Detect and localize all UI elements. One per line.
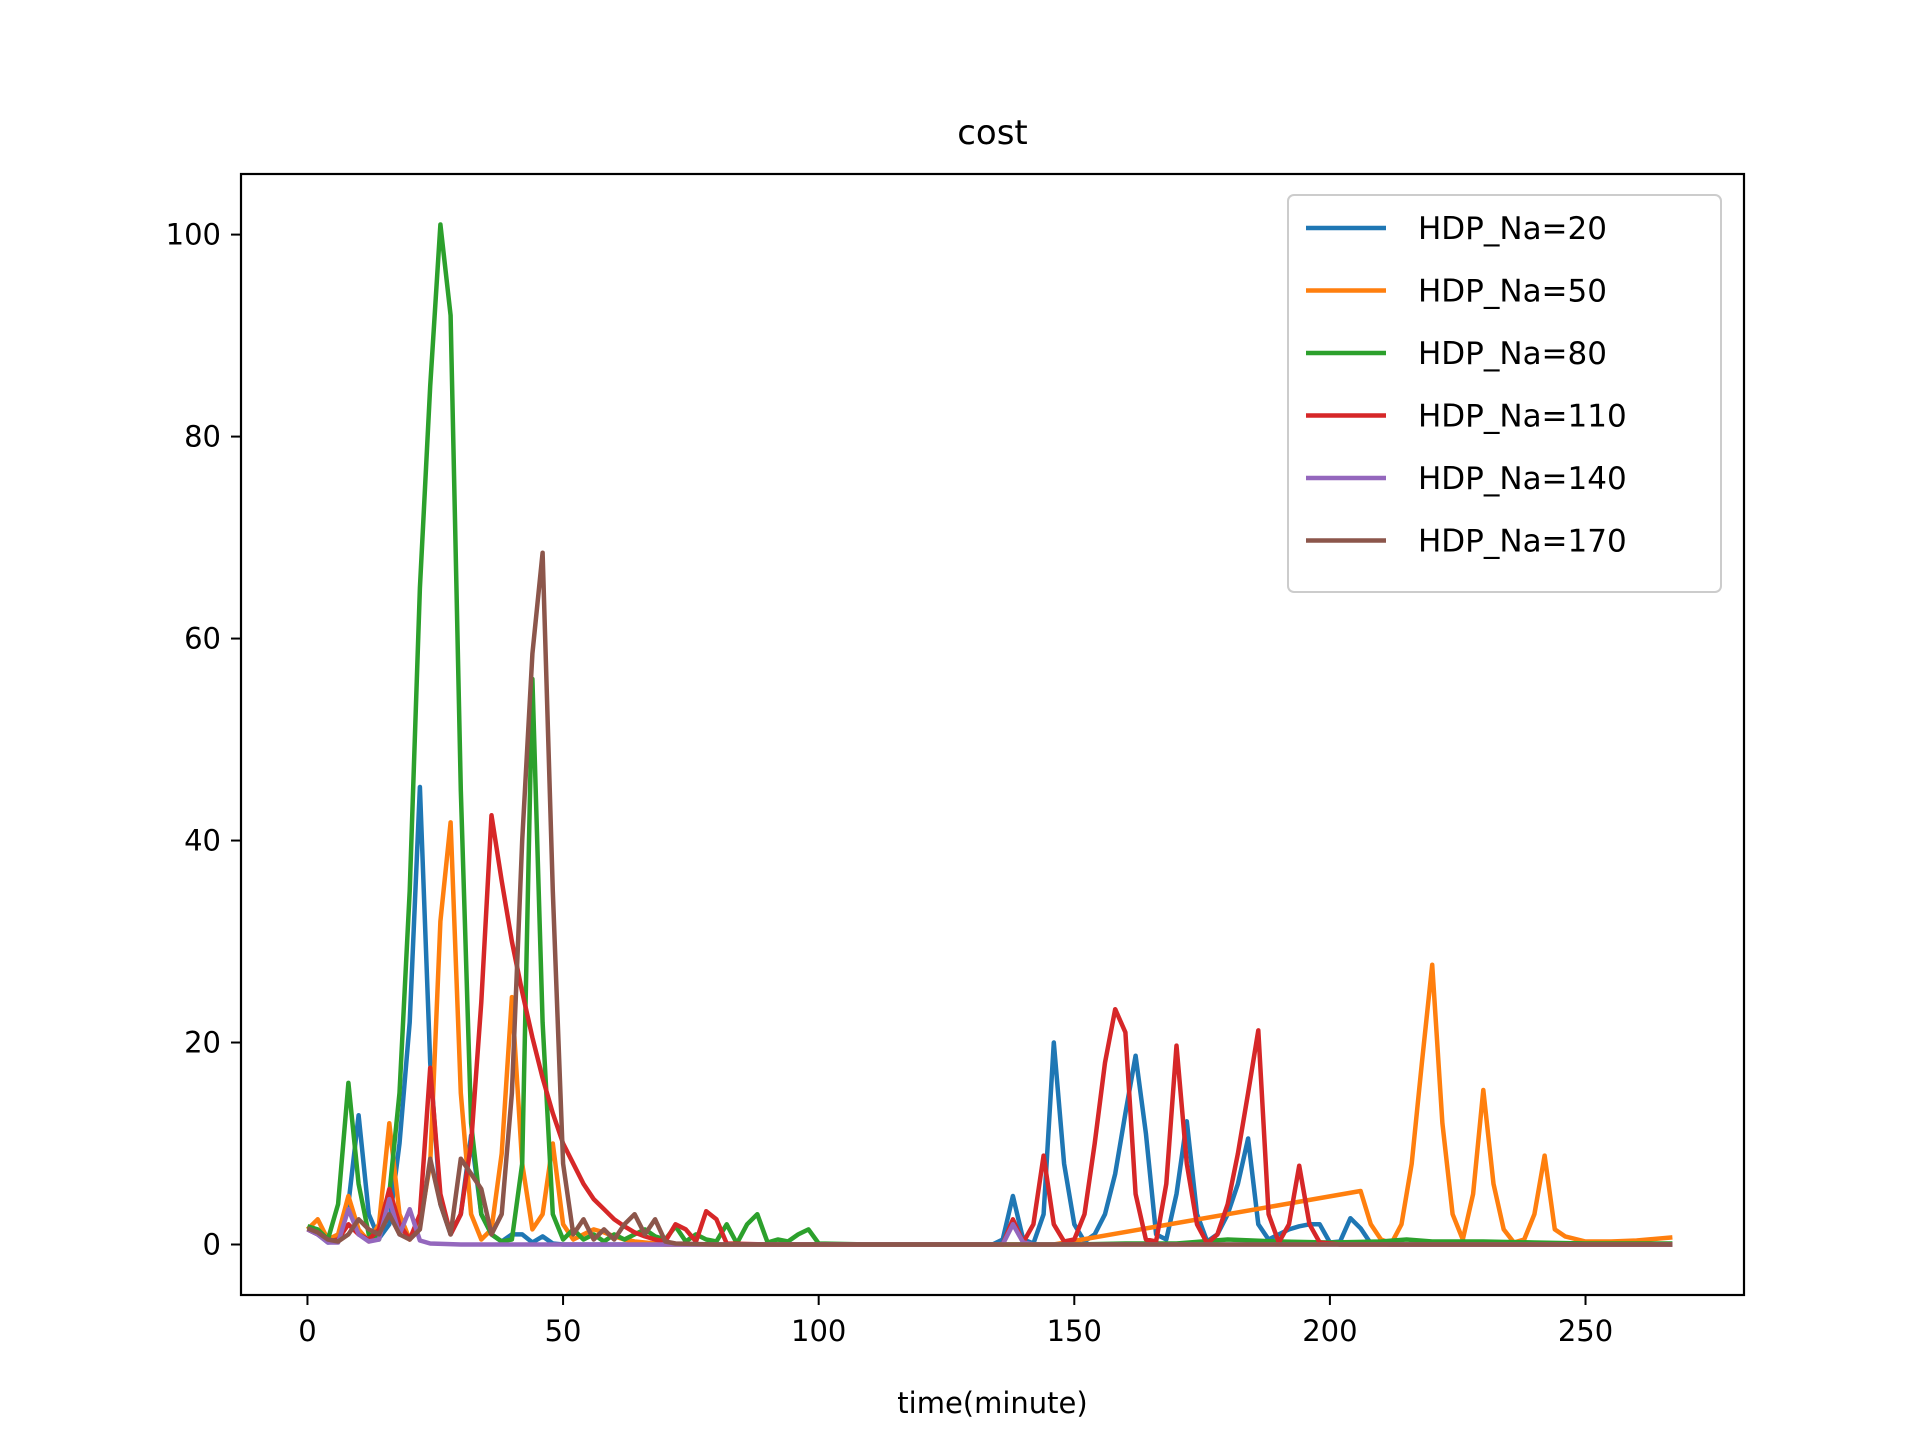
x-axis-label: time(minute) <box>897 1386 1087 1420</box>
legend-label: HDP_Na=110 <box>1418 399 1627 435</box>
x-tick-label: 100 <box>791 1314 846 1348</box>
legend-box <box>1287 194 1722 593</box>
series-line-5 <box>306 1196 1673 1247</box>
y-tick-label: 40 <box>184 824 221 858</box>
plot-area <box>305 222 1673 1247</box>
y-tick-label: 20 <box>184 1026 221 1060</box>
chart-title: cost <box>957 113 1028 153</box>
x-tick-label: 0 <box>298 1314 316 1348</box>
legend-label: HDP_Na=80 <box>1418 336 1607 372</box>
x-tick-label: 150 <box>1047 1314 1102 1348</box>
legend-label: HDP_Na=20 <box>1418 211 1607 247</box>
series-line-6 <box>306 550 1673 1247</box>
legend-label: HDP_Na=170 <box>1418 524 1627 560</box>
axes-frame <box>239 172 1746 1297</box>
x-tick-label: 200 <box>1302 1314 1357 1348</box>
legend-label: HDP_Na=50 <box>1418 274 1607 310</box>
legend: HDP_Na=20 HDP_Na=50 HDP_Na=80 HDP_Na=110 HDP… <box>1287 194 1722 593</box>
y-tick-label: 0 <box>203 1228 221 1262</box>
legend-label: HDP_Na=140 <box>1418 461 1627 497</box>
y-tick-label: 100 <box>166 218 221 252</box>
axes: 0 50 100 150 200 250 0 20 40 60 80 100 <box>166 172 1746 1348</box>
y-tick-label: 60 <box>184 622 221 656</box>
x-tick-label: 250 <box>1558 1314 1613 1348</box>
y-tick-label: 80 <box>184 420 221 454</box>
x-tick-label: 50 <box>545 1314 582 1348</box>
